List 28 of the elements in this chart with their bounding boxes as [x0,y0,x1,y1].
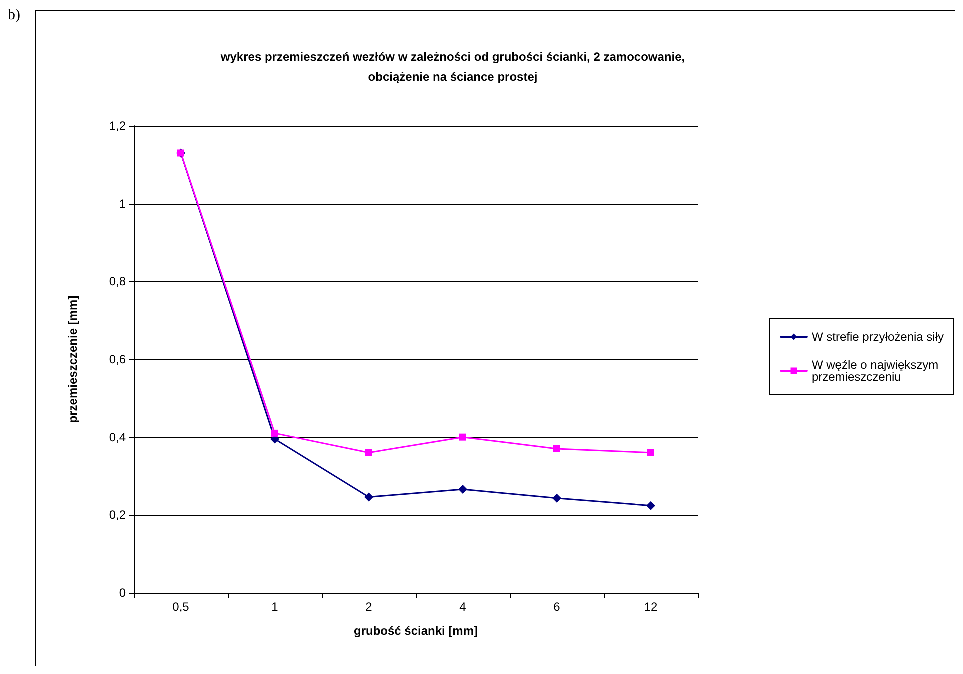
chart-title: wykres przemieszczeń wezłów w zależności od grubości ścianki, 2 zamocowanie, obciążenie na ściance prostej [220,50,686,84]
point [552,494,562,503]
x-axis-title: grubość ścianki [mm] [354,624,478,638]
y-tick-label: 0,4 [109,430,126,444]
x-tick-label: 4 [460,600,467,614]
point [646,501,656,510]
y-tick-label: 0,2 [109,508,126,522]
text: b) [8,8,20,24]
point [364,492,374,502]
point [648,449,654,456]
legend-label: W węźle o największym przemieszczeniu [812,358,942,384]
legend-label: W strefie przyłożenia siły [812,330,944,344]
y-tick-label: 1 [119,196,126,211]
point [458,484,468,494]
y-tick-label: 1,2 [109,119,126,133]
y-tick-label: 0 [119,586,126,600]
x-tick-label: 12 [644,600,658,614]
x-tick-label: 6 [554,600,561,614]
y-tick-label: 0,6 [109,352,126,366]
x-tick-label: 1 [272,600,279,614]
point [366,449,372,456]
y-tick-label: 0,8 [109,274,126,289]
y-axis-title: przemieszczenie [mm] [66,296,80,424]
point [554,446,560,453]
point [272,430,278,437]
x-tick-label: 2 [366,600,373,614]
x-tick-label: 0,5 [172,600,190,614]
point [460,434,466,441]
